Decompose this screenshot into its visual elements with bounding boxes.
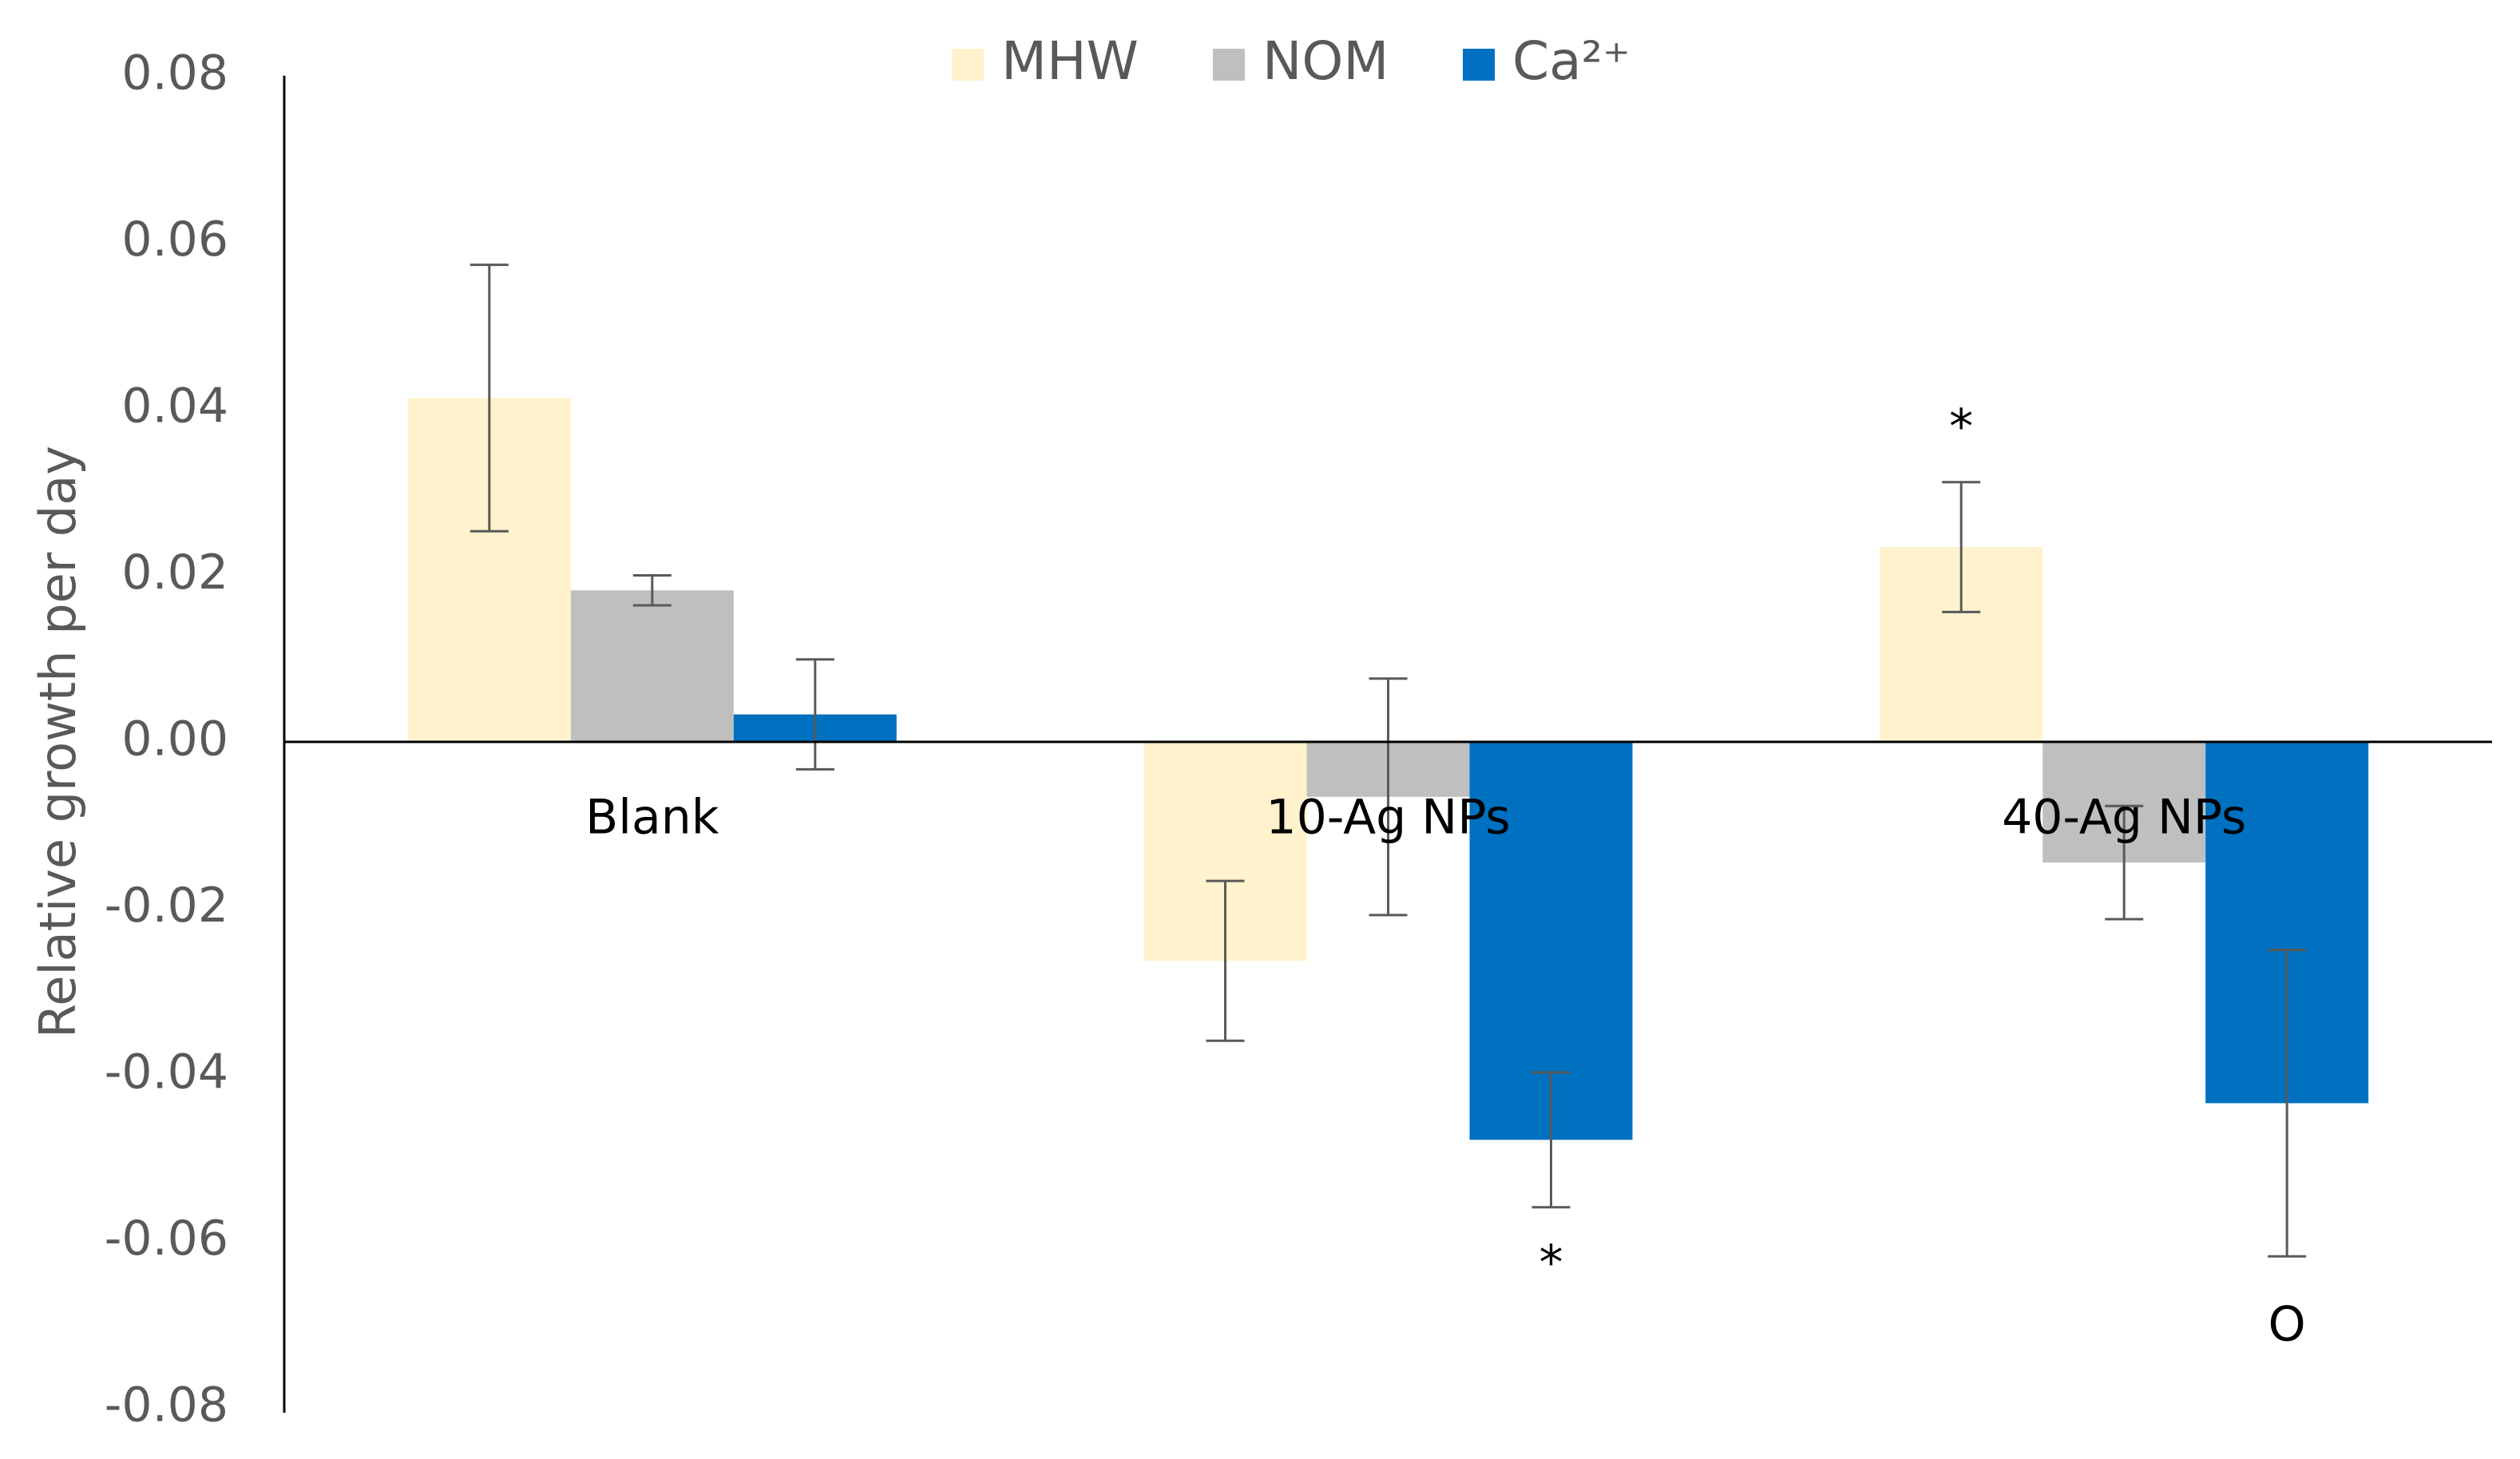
y-tick-label: -0.08: [105, 1378, 228, 1433]
x-tick-label: 10-Ag NPs: [1266, 790, 1510, 846]
y-tick-label: -0.06: [105, 1211, 228, 1267]
error-bar: [1206, 879, 1245, 1042]
error-bar: [2105, 804, 2144, 921]
error-bar: [2268, 949, 2307, 1258]
y-tick-label: 0.06: [121, 212, 228, 268]
annotation: *: [1539, 1235, 1563, 1291]
x-tick-label: Blank: [585, 790, 719, 846]
y-tick-label: -0.02: [105, 878, 228, 934]
error-bar: [1531, 1071, 1571, 1209]
legend-label: MHW: [1001, 30, 1139, 92]
error-bar: [795, 658, 834, 771]
error-bar: [632, 574, 672, 607]
legend-swatch: [952, 49, 984, 81]
error-bar: [1369, 677, 1408, 917]
legend-swatch: [1463, 49, 1495, 81]
y-axis-title: Relative growth per day: [29, 446, 87, 1038]
x-tick-label: 40-Ag NPs: [2002, 790, 2246, 846]
annotation: O: [2268, 1297, 2306, 1353]
y-tick-label: 0.02: [121, 545, 228, 601]
legend-swatch: [1213, 49, 1245, 81]
annotation: *: [1949, 399, 1973, 455]
legend-label: Ca²⁺: [1512, 30, 1630, 92]
y-tick-label: 0.04: [121, 379, 228, 434]
error-bar: [470, 264, 509, 533]
error-bar: [1942, 481, 1981, 613]
legend-label: NOM: [1262, 30, 1389, 92]
y-tick-label: -0.04: [105, 1045, 228, 1100]
y-tick-label: 0.00: [121, 712, 228, 767]
y-tick-label: 0.08: [121, 46, 228, 101]
bar: [570, 590, 734, 742]
